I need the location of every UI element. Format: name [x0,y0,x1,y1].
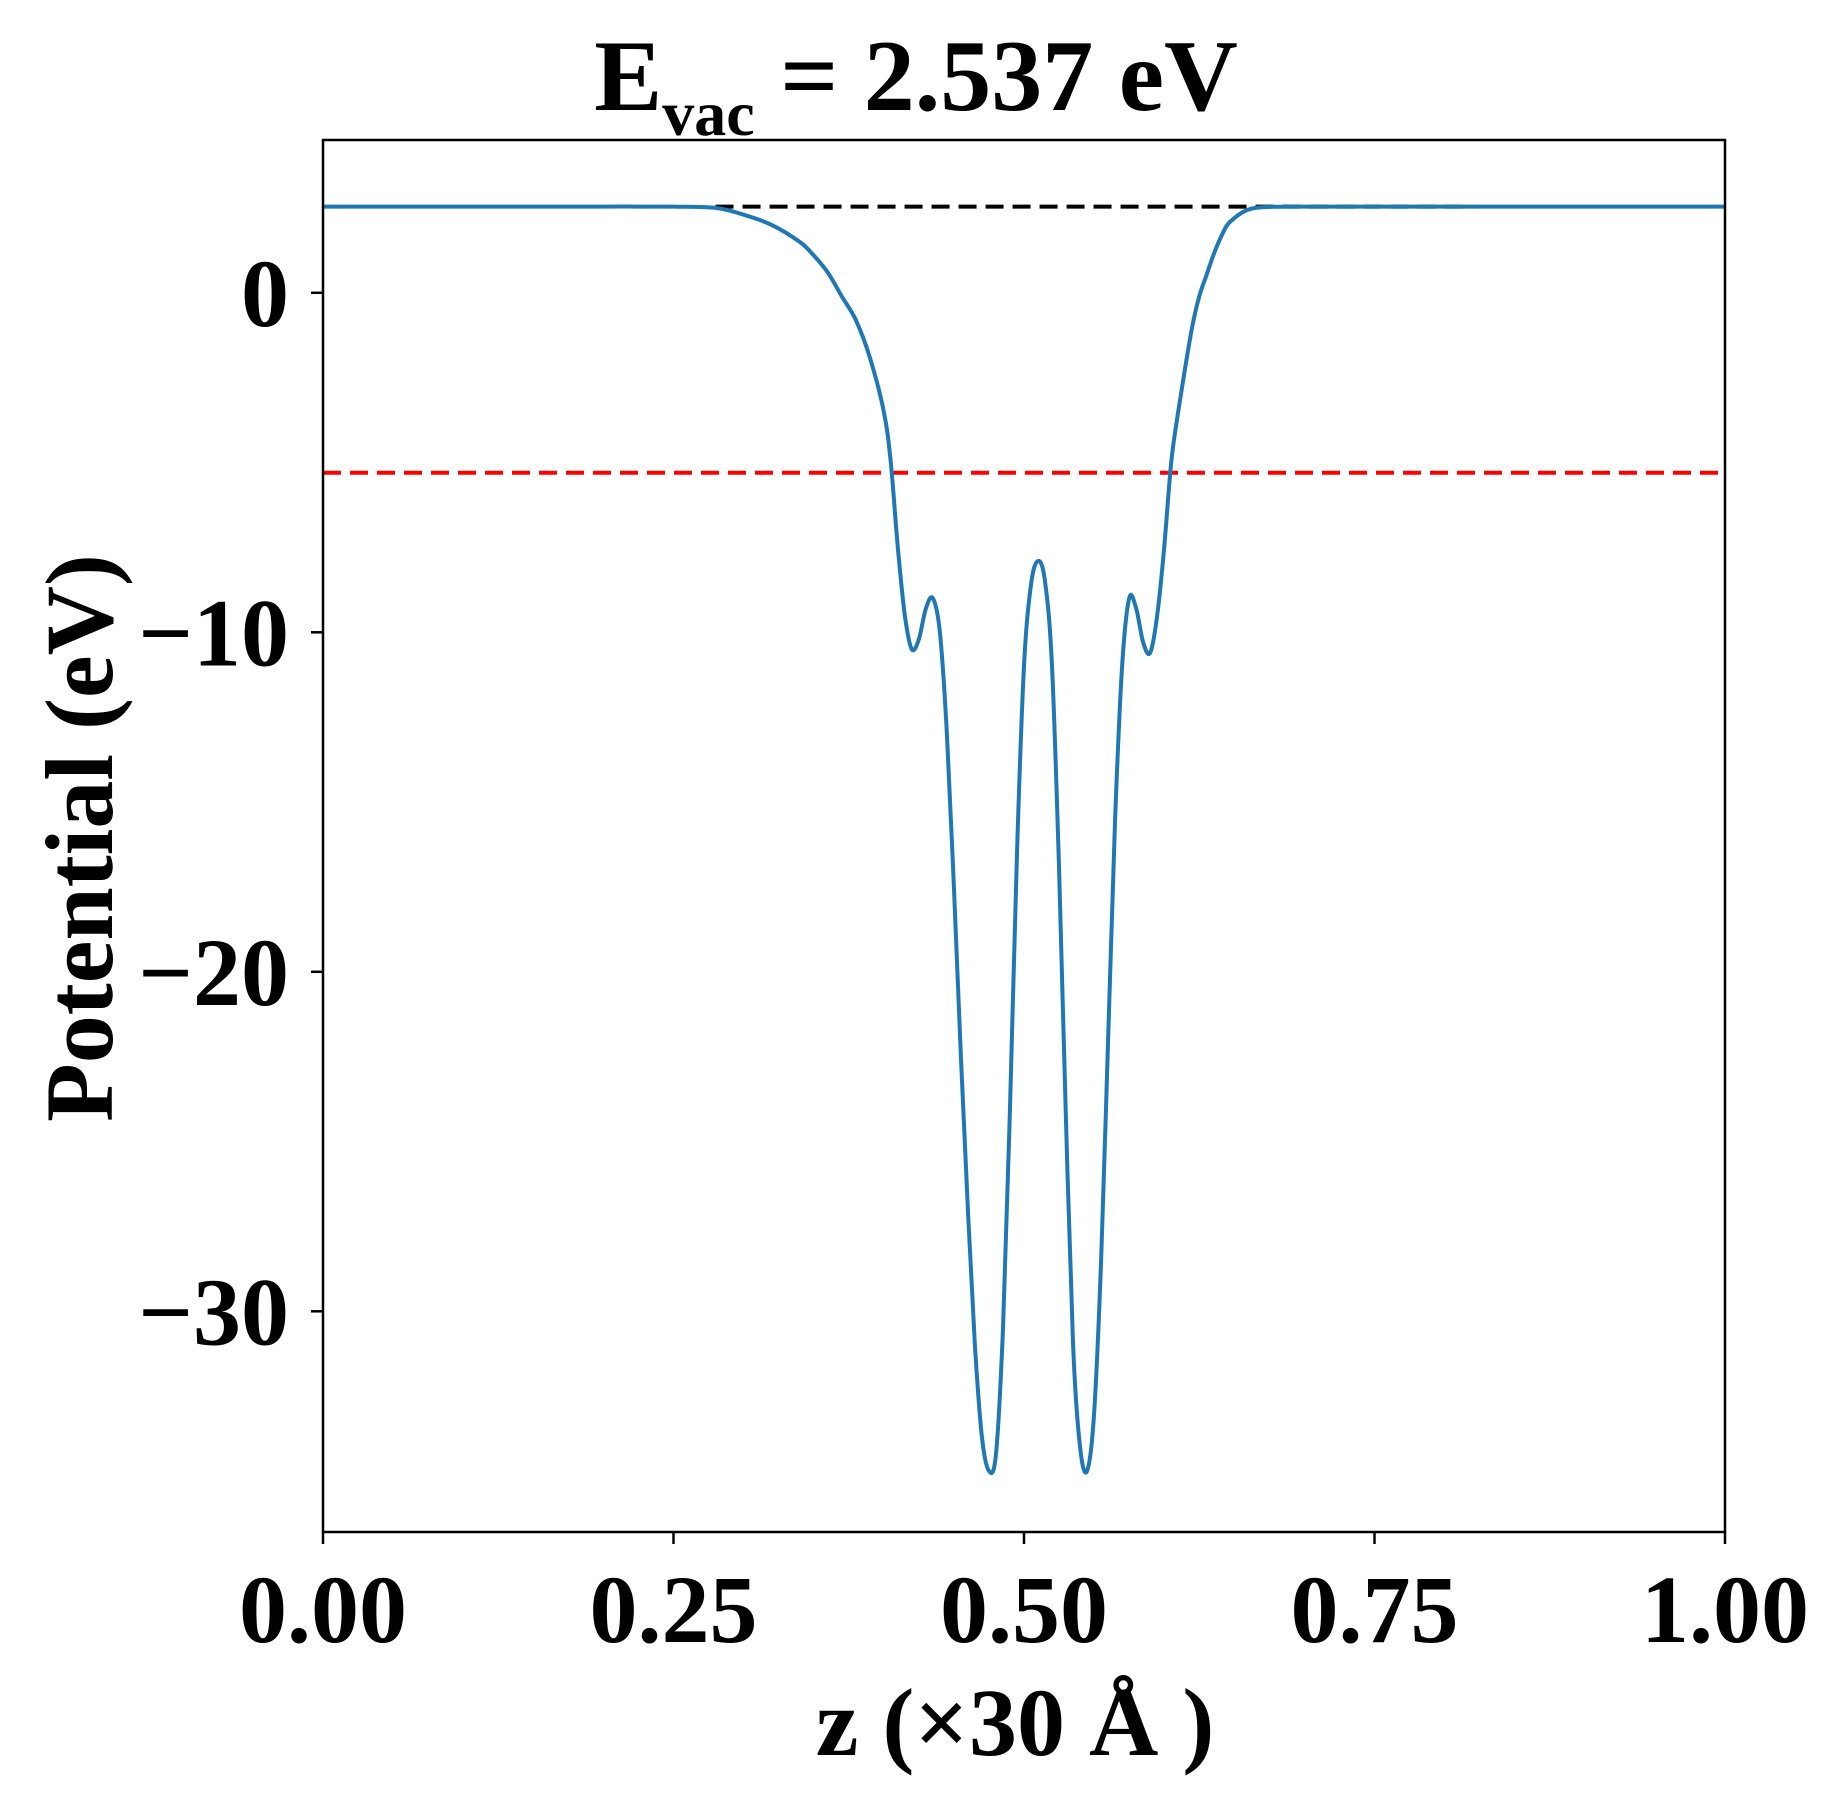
x-tick-label: 0.75 [1291,1556,1459,1663]
x-tick-label: 0.50 [940,1556,1108,1663]
plot-area: 0.00 0.25 0.50 0.75 1.00 0 −10 −20 −30 [138,138,1809,1663]
chart-title: Evac = 2.537 eV [594,20,1238,149]
x-axis-label: z (×30 Å ) [816,1669,1215,1776]
title-rest: = 2.537 eV [755,20,1238,133]
y-tick-label: −20 [138,919,289,1026]
x-tick-label: 0.00 [239,1556,407,1663]
axes-frame [321,138,1727,1534]
potential-series-line [323,204,1725,1476]
title-subscript: vac [662,78,754,149]
y-tick-label: 0 [241,240,289,347]
title-main: E [594,20,662,133]
x-tick-label: 0.25 [590,1556,758,1663]
y-axis-label: Potential (eV) [26,554,133,1122]
y-tick-label: −30 [138,1258,289,1365]
y-tick-label: −10 [138,579,289,686]
x-tick-label: 1.00 [1641,1556,1809,1663]
